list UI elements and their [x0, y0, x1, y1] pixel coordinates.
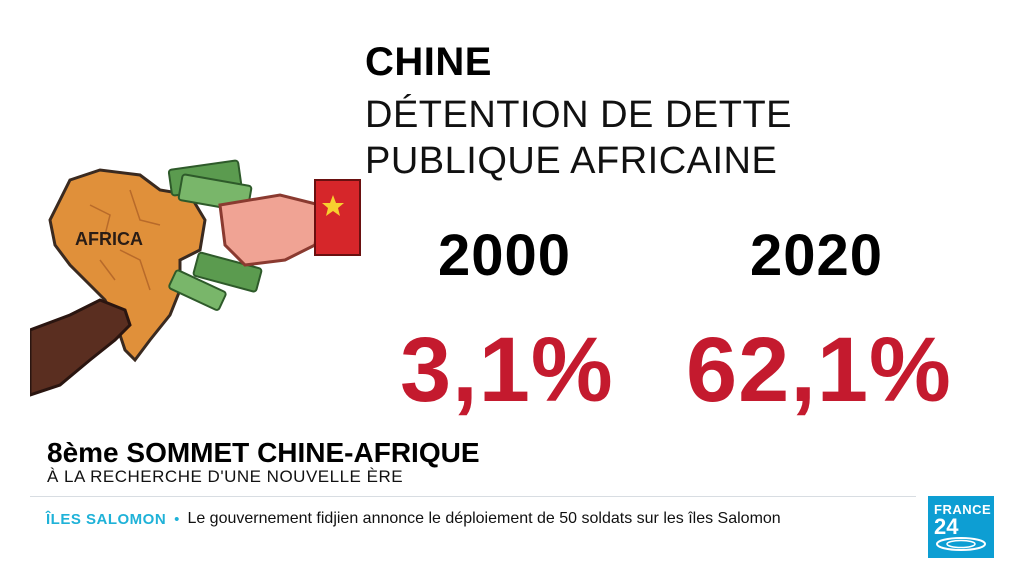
lower-third-headline: 8ème SOMMET CHINE-AFRIQUE	[47, 437, 480, 469]
ticker-text: Le gouvernement fidjien annonce le déplo…	[187, 510, 781, 527]
lower-third-subline: À LA RECHERCHE D'UNE NOUVELLE ÈRE	[47, 467, 404, 486]
news-ticker: ÎLES SALOMON • Le gouvernement fidjien a…	[30, 496, 916, 541]
logo-line-2: 24	[934, 514, 959, 539]
ticker-separator: •	[174, 510, 180, 528]
subtitle-line-1: DÉTENTION DE DETTE	[365, 94, 793, 136]
france24-logo: FRANCE 24	[928, 496, 994, 558]
svg-text:AFRICA: AFRICA	[75, 229, 143, 249]
africa-map-icon: AFRICA	[48, 168, 207, 363]
hand-icon	[28, 298, 132, 398]
year-label-2020: 2020	[750, 223, 884, 288]
headline-prefix: 8ème	[47, 437, 119, 468]
year-label-2000: 2000	[438, 223, 572, 288]
logo-swirl-icon	[936, 537, 986, 551]
percentage-2000: 3,1%	[400, 319, 614, 421]
africa-debt-illustration: AFRICA	[28, 150, 370, 410]
china-flag-icon	[314, 179, 361, 256]
graphic-subtitle: DÉTENTION DE DETTE PUBLIQUE AFRICAINE	[365, 92, 792, 184]
subtitle-line-2: PUBLIQUE AFRICAINE	[365, 140, 778, 182]
percentage-2020: 62,1%	[686, 319, 952, 421]
headline-main: SOMMET CHINE-AFRIQUE	[126, 437, 480, 468]
logo-line-1: FRANCE	[934, 502, 992, 517]
graphic-title: CHINE	[365, 40, 492, 84]
ticker-tag: ÎLES SALOMON	[46, 510, 167, 528]
